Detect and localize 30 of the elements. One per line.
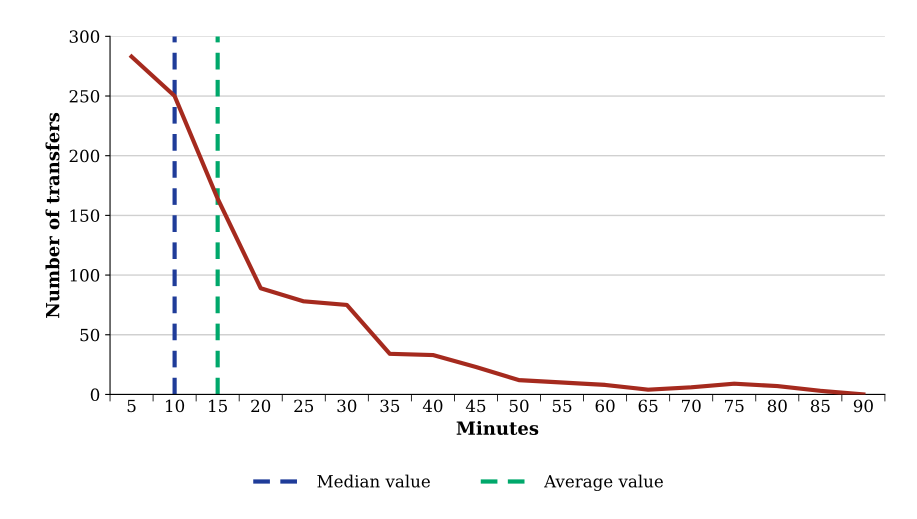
x-tick-label: 65: [638, 400, 658, 412]
x-tick-label: 20: [251, 400, 270, 412]
x-axis-title: Minutes: [456, 420, 538, 435]
y-tick-label: 150: [70, 209, 100, 222]
y-tick-label: 50: [80, 328, 100, 342]
x-tick-label: 35: [380, 400, 400, 412]
x-tick-label: 75: [725, 400, 744, 412]
x-tick-label: 40: [422, 400, 442, 412]
x-tick-label: 30: [337, 400, 356, 412]
legend-label: Average value: [544, 474, 663, 492]
legend-label: Median value: [317, 474, 430, 488]
y-tick-label: 200: [70, 150, 100, 162]
x-tick-label: 85: [810, 400, 830, 412]
x-tick-label: 55: [552, 400, 572, 412]
x-tick-label: 5: [128, 400, 136, 412]
x-tick-label: 60: [596, 400, 615, 412]
y-tick-label: 100: [70, 269, 100, 282]
y-tick-label: 250: [70, 90, 100, 103]
x-tick-label: 70: [682, 400, 701, 412]
x-tick-label: 10: [166, 400, 184, 412]
x-tick-label: 45: [466, 400, 486, 412]
line-series: [129, 54, 866, 394]
y-tick-label: 300: [70, 30, 100, 43]
y-tick-label: 0: [90, 388, 100, 402]
x-tick-label: 80: [768, 400, 787, 412]
x-tick-label: 50: [510, 400, 528, 412]
x-tick-label: 90: [854, 400, 873, 412]
x-tick-label: 25: [294, 400, 314, 412]
y-axis-title: Number of transfers: [45, 112, 60, 318]
x-tick-label: 15: [209, 400, 227, 412]
